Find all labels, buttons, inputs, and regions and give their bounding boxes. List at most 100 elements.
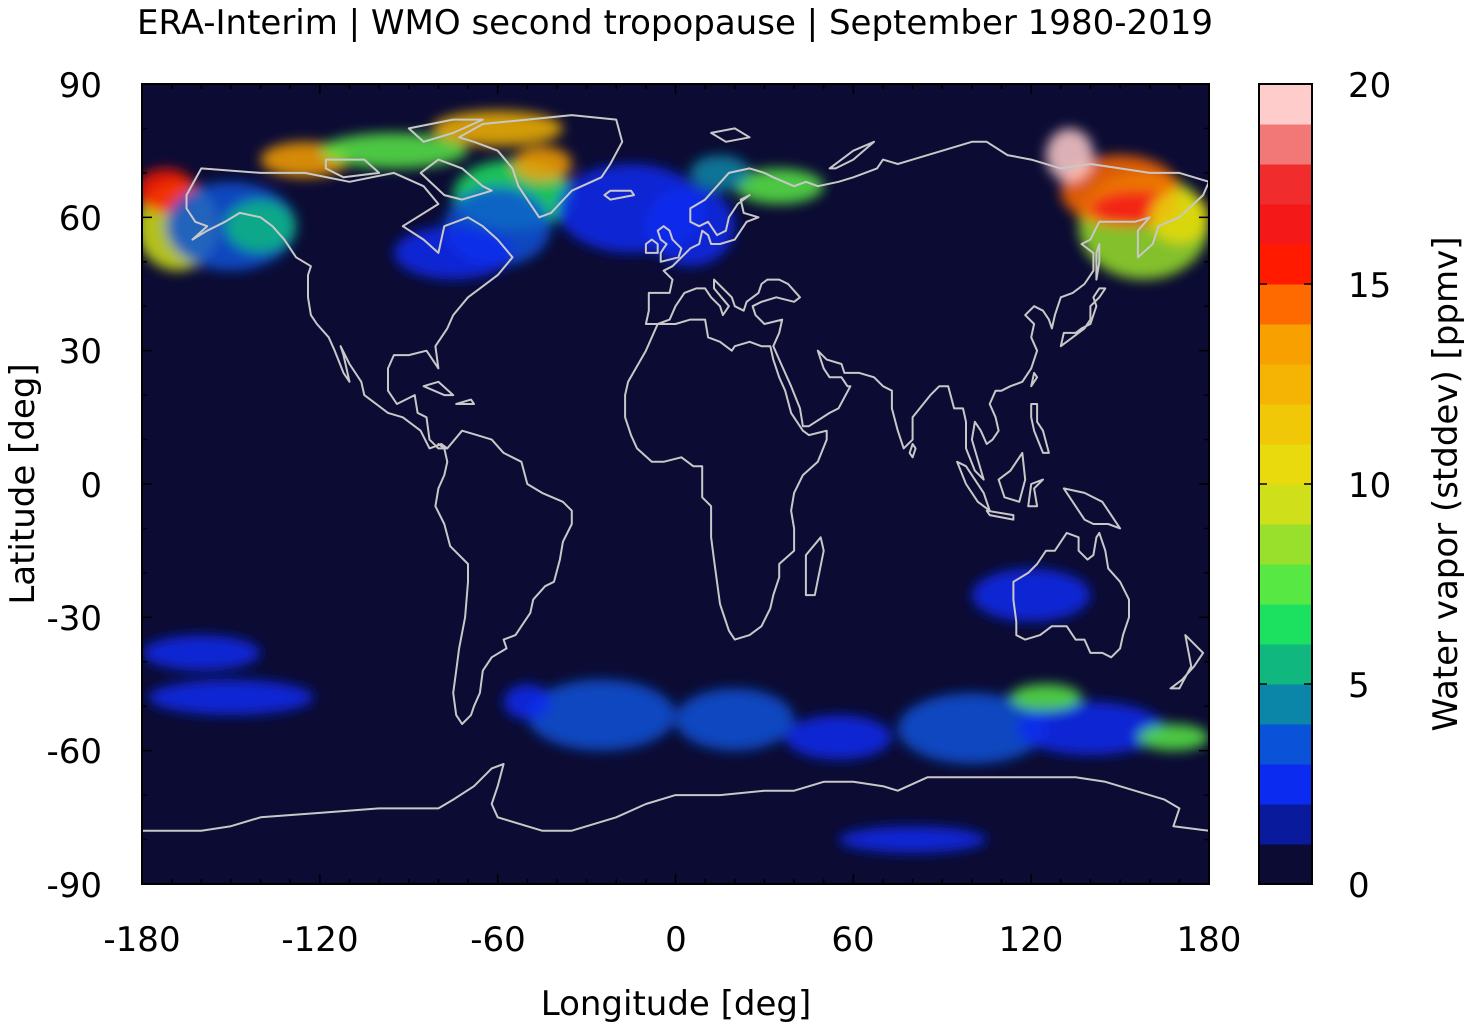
coastline-sulawesi <box>1027 478 1044 508</box>
coastline-north-america <box>185 167 514 450</box>
coastline-philippines <box>1030 403 1050 454</box>
x-tick-label: 180 <box>1177 920 1242 960</box>
colorbar-swatch <box>1259 204 1312 245</box>
colorbar-swatch <box>1259 524 1312 565</box>
colorbar-swatch <box>1259 804 1312 845</box>
x-tick-label: 60 <box>831 920 874 960</box>
water-vapor-patch <box>1016 701 1165 756</box>
coastline-eurasia-africa <box>644 140 1209 481</box>
colorbar-label: Water vapor (stddev) [ppmv] <box>1426 237 1466 732</box>
coastline-hispaniola <box>455 398 475 405</box>
coastline-new-zealand <box>1169 634 1205 690</box>
water-vapor-patch <box>527 679 676 751</box>
water-vapor-patch <box>734 168 824 205</box>
colorbar-swatch <box>1259 604 1312 645</box>
x-tick-label: -180 <box>103 920 180 960</box>
x-tick-label: 0 <box>665 920 687 960</box>
y-tick-label: -60 <box>46 732 102 772</box>
y-tick-label: 90 <box>59 66 102 106</box>
water-vapor-patch <box>1045 128 1094 182</box>
colorbar-swatch <box>1259 724 1312 765</box>
coastline-australia <box>1012 531 1130 659</box>
water-vapor-patch <box>432 110 563 147</box>
colorbar-swatch <box>1259 84 1312 125</box>
x-axis-label: Longitude [deg] <box>541 984 812 1024</box>
coastline-africa <box>624 318 828 641</box>
water-vapor-patch <box>971 568 1091 622</box>
map-plot <box>141 83 1210 885</box>
water-vapor-patch <box>512 146 572 182</box>
coastline-java <box>985 509 1015 521</box>
colorbar-swatch <box>1259 844 1312 885</box>
water-vapor-patch <box>1010 684 1082 711</box>
coastline-south-america <box>434 429 573 725</box>
x-tick-label: 120 <box>999 920 1064 960</box>
colorbar-swatch <box>1259 164 1312 205</box>
coastline-borneo <box>997 451 1027 503</box>
colorbar-swatch <box>1259 764 1312 805</box>
colorbar-swatch <box>1259 324 1312 365</box>
y-tick-label: 30 <box>59 332 102 372</box>
water-vapor-patch <box>785 715 892 760</box>
water-vapor-patch <box>393 226 513 280</box>
coastline-cuba <box>422 380 455 397</box>
colorbar-swatch <box>1259 644 1312 685</box>
water-vapor-patch <box>897 692 1046 764</box>
colorbar-tick-label: 20 <box>1348 66 1391 106</box>
y-tick-label: 0 <box>80 466 102 506</box>
water-vapor-patch <box>147 679 314 716</box>
colorbar-swatch <box>1259 484 1312 525</box>
y-tick-labels: 90 60 30 0 -30 -60 -90 <box>46 66 102 906</box>
coastline-novaya-zemlya <box>828 140 876 170</box>
coastline-iceland <box>603 189 635 201</box>
colorbar-swatch <box>1259 364 1312 405</box>
coastlines <box>142 114 1209 832</box>
water-vapor-patch <box>224 199 297 253</box>
colorbar: 20 15 10 5 0 Water vapor (stddev) [ppmv] <box>1258 66 1466 906</box>
water-vapor-patch <box>142 635 261 671</box>
coastline-new-guinea <box>1062 487 1122 530</box>
coastline-victoria-island <box>324 158 381 179</box>
water-vapor-patch <box>1137 724 1209 751</box>
colorbar-tick-label: 0 <box>1348 866 1370 906</box>
colorbar-swatch <box>1259 444 1312 485</box>
colorbar-swatch <box>1259 284 1312 325</box>
water-vapor-patch <box>690 155 750 191</box>
water-vapor-field <box>142 110 1209 853</box>
colorbar-swatch <box>1259 244 1312 285</box>
y-axis-label: Latitude [deg] <box>3 363 43 604</box>
colorbar-swatch <box>1259 404 1312 445</box>
coastline-svalbard <box>710 127 751 143</box>
colorbar-swatches <box>1259 84 1312 885</box>
coastline-sakhalin <box>1095 243 1101 281</box>
coastline-greenland <box>458 114 624 219</box>
coastline-japan <box>1059 287 1107 348</box>
coastline-antarctica <box>142 763 1209 832</box>
map-frame <box>141 83 1210 885</box>
y-tick-label: -30 <box>46 599 102 639</box>
colorbar-swatch <box>1259 684 1312 725</box>
colorbar-tick-label: 15 <box>1348 266 1391 306</box>
coastline-madagascar <box>804 536 825 597</box>
y-tick-label: -90 <box>46 866 102 906</box>
water-vapor-patch <box>675 688 795 751</box>
y-tick-label: 60 <box>59 199 102 239</box>
coastline-taiwan <box>1030 371 1039 388</box>
x-tick-labels: -180 -120 -60 0 60 120 180 <box>103 920 1241 960</box>
coastline-uk <box>656 225 683 263</box>
coastline-ellesmere <box>407 118 484 143</box>
colorbar-swatch <box>1259 564 1312 605</box>
colorbar-tick-label: 10 <box>1348 466 1391 506</box>
x-tick-label: -60 <box>470 920 526 960</box>
coastline-sri-lanka <box>908 443 917 459</box>
water-vapor-patch <box>838 826 987 853</box>
water-vapor-patch <box>645 186 735 267</box>
x-tick-label: -120 <box>281 920 358 960</box>
coastline-baffin <box>419 158 493 201</box>
coastline-ireland <box>644 238 659 254</box>
colorbar-frame <box>1258 83 1313 885</box>
water-vapor-patch <box>503 684 552 720</box>
figure-title: ERA-Interim | WMO second tropopause | Se… <box>137 3 1213 43</box>
colorbar-swatch <box>1259 124 1312 165</box>
